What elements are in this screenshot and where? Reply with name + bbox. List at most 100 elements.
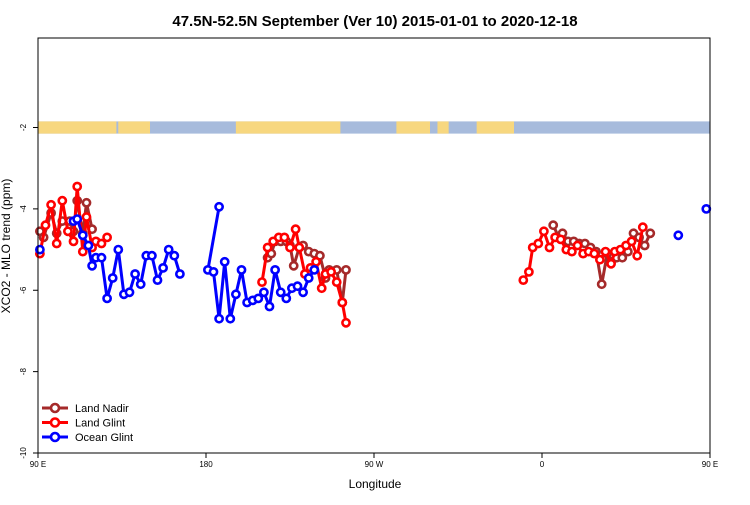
data-point <box>279 232 290 243</box>
chart-title: 47.5N-52.5N September (Ver 10) 2015-01-0… <box>172 13 577 30</box>
data-point <box>645 228 656 239</box>
data-point <box>135 279 146 290</box>
data-point <box>298 287 308 298</box>
data-point <box>539 226 549 237</box>
data-point <box>102 232 112 243</box>
y-tick-label: -10 <box>19 447 28 459</box>
data-point <box>285 242 295 253</box>
data-point <box>257 277 267 287</box>
data-point <box>316 283 327 294</box>
data-point <box>589 248 600 259</box>
data-point <box>107 273 118 283</box>
data-point <box>701 203 712 214</box>
legend-label: Land Glint <box>75 418 125 430</box>
data-point <box>262 242 273 253</box>
legend-item: Ocean Glint <box>42 431 133 444</box>
x-tick-label: 90 W <box>365 460 384 469</box>
legend-item: Land Glint <box>42 417 125 430</box>
data-point <box>77 246 88 257</box>
y-tick-label: -8 <box>19 368 28 376</box>
data-point <box>214 201 224 212</box>
data-point <box>555 234 566 245</box>
data-point <box>341 317 351 328</box>
data-point <box>596 279 607 290</box>
data-point <box>544 242 555 253</box>
data-point <box>146 250 157 261</box>
data-point <box>169 250 180 261</box>
data-point <box>102 293 112 304</box>
data-point <box>214 313 224 324</box>
data-point <box>96 252 107 263</box>
data-point <box>637 222 648 233</box>
data-point <box>275 287 286 298</box>
land-band-segment <box>118 121 150 134</box>
data-point <box>72 214 83 224</box>
x-tick-label: 180 <box>199 460 213 469</box>
data-point <box>219 256 230 267</box>
data-point <box>163 244 174 255</box>
x-tick-label: 0 <box>540 460 545 469</box>
data-point <box>174 269 185 279</box>
x-tick-label: 90 E <box>702 460 718 469</box>
y-tick-label: -2 <box>19 123 28 131</box>
data-point <box>40 220 51 231</box>
data-point <box>77 230 88 241</box>
data-point <box>81 197 92 208</box>
data-point <box>152 275 163 285</box>
land-band-segment <box>235 121 341 134</box>
data-point <box>270 264 280 275</box>
series-layer <box>35 181 712 328</box>
data-point <box>130 269 140 279</box>
data-point <box>72 181 83 192</box>
data-point <box>124 287 135 298</box>
data-point <box>83 240 94 251</box>
x-axis-label: Longitude <box>349 477 402 491</box>
data-point <box>606 258 616 269</box>
data-point <box>337 297 348 308</box>
y-tick-label: -4 <box>19 205 28 213</box>
data-point <box>533 238 544 249</box>
data-point <box>309 264 320 275</box>
data-point <box>292 281 303 292</box>
data-point <box>288 260 299 271</box>
data-point <box>35 244 45 255</box>
land-band-segment <box>396 121 430 134</box>
data-point <box>63 226 73 237</box>
data-point <box>81 212 92 222</box>
data-point <box>303 273 314 283</box>
data-point <box>290 224 301 235</box>
data-point <box>518 275 529 285</box>
data-point <box>673 230 684 241</box>
data-point <box>632 250 643 261</box>
plot-frame <box>37 37 711 454</box>
data-point <box>57 195 68 206</box>
data-point <box>326 266 336 277</box>
data-point <box>600 246 611 257</box>
data-point <box>281 293 292 304</box>
legend-label: Ocean Glint <box>75 432 133 444</box>
data-point <box>548 220 559 231</box>
data-point <box>225 313 236 324</box>
x-axis: 90 E 180 90 W 0 90 E <box>30 453 718 469</box>
data-point <box>96 238 107 249</box>
y-tick-label: -6 <box>19 286 28 294</box>
x-tick-label: 90 E <box>30 460 46 469</box>
data-point <box>639 240 650 251</box>
data-point <box>158 262 168 273</box>
y-axis-label: XCO2 - MLO trend (ppm) <box>0 179 13 314</box>
data-point <box>294 242 305 253</box>
land-band-segment <box>476 121 514 134</box>
data-point <box>68 236 79 247</box>
data-point <box>51 238 62 249</box>
land-band-segment <box>38 121 117 134</box>
data-point <box>236 264 247 275</box>
data-point <box>572 240 583 251</box>
data-point <box>87 260 97 271</box>
data-point <box>258 287 269 298</box>
legend-item: Land Nadir <box>42 402 129 415</box>
legend: Land Nadir Land Glint Ocean Glint <box>42 402 133 444</box>
land-band-segment <box>437 121 449 134</box>
data-point <box>331 277 342 287</box>
data-point <box>208 266 219 277</box>
